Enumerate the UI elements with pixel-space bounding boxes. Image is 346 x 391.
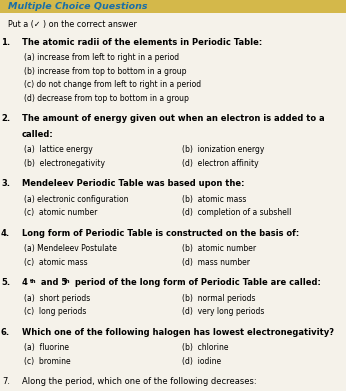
Text: (c)  bromine: (c) bromine: [24, 357, 71, 366]
Text: (d)  very long periods: (d) very long periods: [182, 307, 264, 316]
Text: Mendeleev Periodic Table was based upon the:: Mendeleev Periodic Table was based upon …: [22, 179, 245, 188]
Text: th: th: [29, 280, 36, 285]
Text: 3.: 3.: [1, 179, 10, 188]
Text: (b)  normal periods: (b) normal periods: [182, 294, 255, 303]
Text: (d)  electron affinity: (d) electron affinity: [182, 159, 258, 168]
Text: (b)  atomic mass: (b) atomic mass: [182, 195, 246, 204]
Text: th: th: [64, 280, 70, 285]
Text: (a)  lattice energy: (a) lattice energy: [24, 145, 93, 154]
Text: (c) do not change from left to right in a period: (c) do not change from left to right in …: [24, 81, 201, 90]
Text: (b) increase from top to bottom in a group: (b) increase from top to bottom in a gro…: [24, 67, 186, 76]
Text: Along the period, which one of the following decreases:: Along the period, which one of the follo…: [22, 377, 257, 386]
Text: and 5: and 5: [38, 278, 67, 287]
Text: 7.: 7.: [2, 377, 10, 386]
Text: (d)  iodine: (d) iodine: [182, 357, 221, 366]
Text: (c)  atomic mass: (c) atomic mass: [24, 258, 88, 267]
Text: (b)  electronegativity: (b) electronegativity: [24, 159, 105, 168]
Text: (a)  fluorine: (a) fluorine: [24, 344, 69, 353]
Text: (a) electronic configuration: (a) electronic configuration: [24, 195, 128, 204]
Text: (b)  atomic number: (b) atomic number: [182, 244, 256, 253]
Text: Put a (✓ ) on the correct answer: Put a (✓ ) on the correct answer: [8, 20, 137, 29]
Text: (b)  chlorine: (b) chlorine: [182, 344, 228, 353]
Text: 2.: 2.: [1, 115, 10, 124]
Text: (c)  long periods: (c) long periods: [24, 307, 86, 316]
Text: Long form of Periodic Table is constructed on the basis of:: Long form of Periodic Table is construct…: [22, 229, 299, 238]
Text: called:: called:: [22, 130, 54, 139]
Text: 1.: 1.: [1, 38, 10, 47]
Text: (c)  atomic number: (c) atomic number: [24, 208, 97, 217]
Text: (d) decrease from top to bottom in a group: (d) decrease from top to bottom in a gro…: [24, 94, 189, 103]
Text: Multiple Choice Questions: Multiple Choice Questions: [8, 2, 147, 11]
Text: The amount of energy given out when an electron is added to a: The amount of energy given out when an e…: [22, 115, 325, 124]
Text: (d)  mass number: (d) mass number: [182, 258, 250, 267]
Text: (b)  ionization energy: (b) ionization energy: [182, 145, 264, 154]
Text: (a) Mendeleev Postulate: (a) Mendeleev Postulate: [24, 244, 117, 253]
Text: period of the long form of Periodic Table are called:: period of the long form of Periodic Tabl…: [72, 278, 321, 287]
Text: 4: 4: [22, 278, 28, 287]
Text: 6.: 6.: [1, 328, 10, 337]
Text: (a) increase from left to right in a period: (a) increase from left to right in a per…: [24, 54, 179, 63]
Text: 4.: 4.: [1, 229, 10, 238]
Bar: [0, 0, 346, 13]
Text: 5.: 5.: [1, 278, 10, 287]
Text: (a)  short periods: (a) short periods: [24, 294, 90, 303]
Text: Which one of the following halogen has lowest electronegativity?: Which one of the following halogen has l…: [22, 328, 334, 337]
Text: The atomic radii of the elements in Periodic Table:: The atomic radii of the elements in Peri…: [22, 38, 262, 47]
Text: (d)  completion of a subshell: (d) completion of a subshell: [182, 208, 291, 217]
